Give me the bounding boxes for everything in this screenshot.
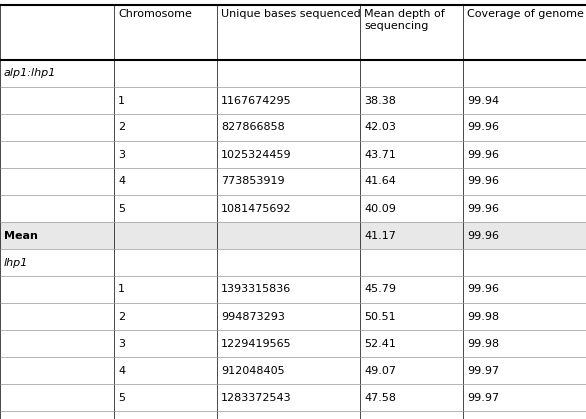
Text: 99.98: 99.98 xyxy=(467,311,499,321)
Text: 1283372543: 1283372543 xyxy=(221,393,291,403)
Text: 2: 2 xyxy=(118,122,125,132)
Text: 4: 4 xyxy=(118,176,125,186)
Text: Mean: Mean xyxy=(4,230,38,241)
Text: 99.98: 99.98 xyxy=(467,339,499,349)
Text: Unique bases sequenced: Unique bases sequenced xyxy=(221,9,360,19)
Text: 38.38: 38.38 xyxy=(364,96,396,106)
Text: 99.94: 99.94 xyxy=(467,96,499,106)
Text: 99.96: 99.96 xyxy=(467,122,499,132)
Text: 42.03: 42.03 xyxy=(364,122,396,132)
Text: 2: 2 xyxy=(118,311,125,321)
Text: Coverage of genome: Coverage of genome xyxy=(467,9,584,19)
Text: 3: 3 xyxy=(118,339,125,349)
Text: alp1:lhp1: alp1:lhp1 xyxy=(4,68,56,78)
Text: 1393315836: 1393315836 xyxy=(221,285,291,295)
Text: 5: 5 xyxy=(118,393,125,403)
Text: 1025324459: 1025324459 xyxy=(221,150,291,160)
Text: 40.09: 40.09 xyxy=(364,204,396,214)
Text: lhp1: lhp1 xyxy=(4,258,28,267)
Text: 994873293: 994873293 xyxy=(221,311,285,321)
Text: 773853919: 773853919 xyxy=(221,176,284,186)
Text: 1: 1 xyxy=(118,96,125,106)
Text: 1229419565: 1229419565 xyxy=(221,339,291,349)
Text: 99.96: 99.96 xyxy=(467,176,499,186)
Text: 4: 4 xyxy=(118,365,125,375)
Text: 52.41: 52.41 xyxy=(364,339,396,349)
Text: 99.96: 99.96 xyxy=(467,285,499,295)
Text: 47.58: 47.58 xyxy=(364,393,396,403)
Text: 99.96: 99.96 xyxy=(467,230,499,241)
Text: 3: 3 xyxy=(118,150,125,160)
Text: 41.17: 41.17 xyxy=(364,230,396,241)
Text: 827866858: 827866858 xyxy=(221,122,285,132)
Text: 43.71: 43.71 xyxy=(364,150,396,160)
Text: 1: 1 xyxy=(118,285,125,295)
Text: 99.97: 99.97 xyxy=(467,365,499,375)
Bar xyxy=(0,222,586,249)
Text: 41.64: 41.64 xyxy=(364,176,396,186)
Text: 49.07: 49.07 xyxy=(364,365,396,375)
Text: 1167674295: 1167674295 xyxy=(221,96,291,106)
Text: 5: 5 xyxy=(118,204,125,214)
Text: 1081475692: 1081475692 xyxy=(221,204,291,214)
Text: 45.79: 45.79 xyxy=(364,285,396,295)
Text: 50.51: 50.51 xyxy=(364,311,396,321)
Text: 912048405: 912048405 xyxy=(221,365,284,375)
Text: Chromosome: Chromosome xyxy=(118,9,192,19)
Text: 99.96: 99.96 xyxy=(467,150,499,160)
Text: Mean depth of
sequencing: Mean depth of sequencing xyxy=(364,9,445,31)
Text: 99.97: 99.97 xyxy=(467,393,499,403)
Text: 99.96: 99.96 xyxy=(467,204,499,214)
